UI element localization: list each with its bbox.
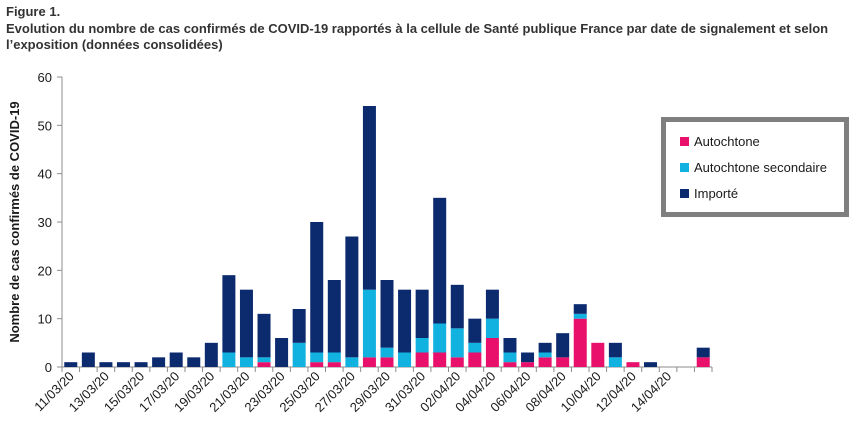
bar-segment-autochtone [556,357,570,367]
bar-segment-autochtone-secondaire [398,352,412,367]
bar-segment-importe [644,362,658,367]
legend-item-autochtone-secondaire: Autochtone secondaire [680,160,827,175]
bar-segment-importe [521,352,535,363]
bar-segment-importe [81,352,95,367]
chart-bars [64,106,710,367]
bar-segment-importe [204,342,218,367]
bar-segment-autochtone [327,362,341,367]
bar-segment-autochtone-secondaire [327,352,341,363]
bar-segment-importe [380,280,394,348]
legend-item-importe: Importé [680,186,738,201]
legend-swatch-autochtone-secondaire [680,163,689,172]
bar-segment-autochtone [626,362,640,367]
y-axis-label: Nombre de cas confirmés de COVID-19 [7,101,22,342]
bar-segment-autochtone [450,357,464,367]
y-tick-label: 20 [38,263,52,278]
bar-segment-autochtone-secondaire [468,342,482,353]
figure-caption: Evolution du nombre de cas confirmés de … [6,21,829,52]
y-tick-label: 10 [38,312,52,327]
legend-item-autochtone: Autochtone [680,134,760,149]
bar-segment-importe [169,352,183,367]
legend-label-autochtone: Autochtone [694,134,760,149]
legend-swatch-importe [680,189,689,198]
bar-segment-importe [468,318,482,343]
bar-segment-autochtone [415,352,429,367]
bar-segment-importe [134,362,148,367]
bar-segment-autochtone [538,357,552,367]
bar-segment-autochtone [696,357,710,367]
bar-segment-autochtone [485,338,499,367]
bar-segment-autochtone-secondaire [345,357,359,367]
bar-segment-autochtone [591,342,605,367]
bar-segment-autochtone-secondaire [503,352,517,363]
bar-segment-autochtone-secondaire [362,289,376,358]
bar-segment-importe [239,289,253,358]
bar-segment-autochtone-secondaire [257,357,271,363]
bar-segment-importe [327,280,341,353]
bar-segment-importe [275,338,289,367]
bar-segment-importe [99,362,113,367]
bar-segment-autochtone-secondaire [292,342,306,367]
bar-segment-autochtone-secondaire [450,328,464,358]
y-tick-label: 50 [38,118,52,133]
bar-segment-importe [222,275,236,353]
bar-segment-autochtone-secondaire [310,352,324,363]
bar-segment-importe [415,289,429,338]
legend-label-importe: Importé [694,186,739,201]
bar-segment-autochtone-secondaire [608,357,622,367]
y-tick-label: 0 [45,360,52,375]
bar-segment-autochtone-secondaire [239,357,253,367]
bar-segment-importe [538,342,552,353]
bar-segment-autochtone-secondaire [433,323,447,353]
bar-segment-autochtone [468,352,482,367]
bar-segment-importe [696,347,710,358]
bar-segment-importe [187,357,201,367]
bar-segment-autochtone [433,352,447,367]
y-tick-label: 60 [38,70,52,85]
bar-segment-importe [292,309,306,343]
bar-segment-importe [573,304,587,314]
bar-segment-importe [398,289,412,353]
y-tick-label: 30 [38,215,52,230]
legend-swatch-autochtone [680,137,689,146]
bar-segment-importe [608,342,622,358]
bar-segment-autochtone [521,362,535,367]
bar-segment-importe [116,362,130,367]
bar-segment-importe [310,222,324,353]
bar-segment-autochtone [257,362,271,367]
bar-segment-importe [556,333,570,358]
bar-segment-importe [345,236,359,358]
chart-legend: Autochtone Autochtone secondaire Importé [661,117,849,217]
bar-segment-autochtone [503,362,517,367]
legend-label-autochtone-secondaire: Autochtone secondaire [694,160,827,175]
bar-segment-importe [433,197,447,324]
bar-segment-importe [450,284,464,329]
bar-segment-importe [257,313,271,358]
bar-segment-autochtone [380,357,394,367]
bar-segment-autochtone [573,318,587,367]
bar-segment-importe [485,289,499,319]
bar-segment-autochtone-secondaire [380,347,394,358]
bar-segment-importe [64,362,78,367]
bar-segment-autochtone-secondaire [222,352,236,367]
bar-segment-importe [362,106,376,290]
bar-segment-autochtone [362,357,376,367]
bar-segment-importe [503,338,517,353]
figure-label: Figure 1. [6,4,61,19]
y-tick-label: 40 [38,167,52,182]
x-tick-labels: 11/03/2013/03/2015/03/2017/03/2019/03/20… [31,369,674,415]
bar-segment-importe [152,357,166,367]
y-tick-labels: 0 10 20 30 40 50 60 [38,70,52,375]
bar-segment-autochtone-secondaire [485,318,499,338]
bar-segment-autochtone-secondaire [415,338,429,353]
bar-segment-autochtone-secondaire [573,313,587,319]
bar-segment-autochtone [310,362,324,367]
bar-segment-autochtone-secondaire [538,352,552,358]
